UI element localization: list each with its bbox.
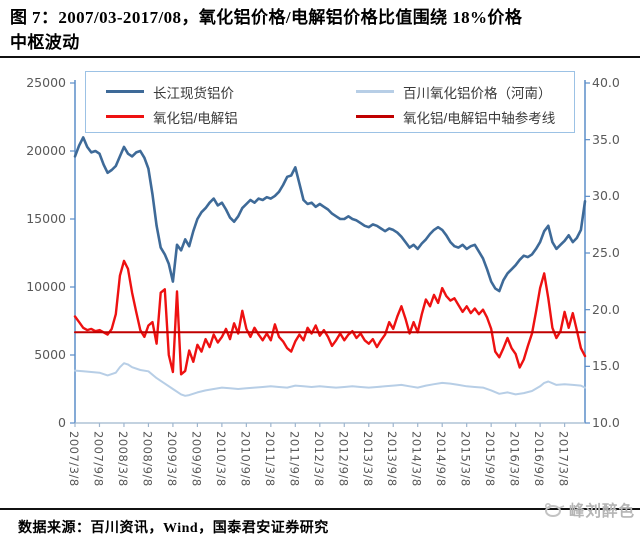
- series-0-line: [74, 362, 586, 397]
- y-right-tick-label: 10.0: [592, 415, 620, 430]
- y-left-tick-label: 0: [58, 415, 66, 430]
- y-left-tick-label: 25000: [26, 75, 66, 90]
- y-left-tick-label: 15000: [26, 211, 66, 226]
- data-source-text: 数据来源：百川资讯，Wind，国泰君安证券研究: [18, 521, 329, 536]
- legend-column-2: 百川氧化铝价格（河南） 氧化铝/电解铝中轴参考线: [356, 79, 574, 132]
- legend-swatch: [356, 115, 394, 118]
- chart-plot: [70, 80, 590, 427]
- legend-swatch: [106, 90, 144, 93]
- chart-legend: 长江现货铝价 氧化铝/电解铝 百川氧化铝价格（河南） 氧化铝/电解铝中轴参考线: [85, 71, 575, 133]
- x-axis-tick-label: 2013/9/8: [385, 431, 400, 487]
- x-axis-tick-label: 2007/9/8: [91, 431, 106, 487]
- y-right-tick-label: 40.0: [592, 75, 620, 90]
- legend-item: 长江现货铝价: [106, 79, 356, 104]
- x-axis-tick-label: 2016/9/8: [532, 431, 547, 487]
- x-axis-tick-label: 2016/3/8: [507, 431, 522, 487]
- x-axis-tick-label: 2009/9/8: [189, 431, 204, 487]
- legend-label: 氧化铝/电解铝中轴参考线: [403, 110, 556, 126]
- chart-area: 长江现货铝价 氧化铝/电解铝 百川氧化铝价格（河南） 氧化铝/电解铝中轴参考线 250…: [0, 58, 640, 508]
- series-2-line: [73, 259, 587, 376]
- legend-item: 百川氧化铝价格（河南）: [356, 79, 574, 104]
- x-axis-tick-label: 2010/9/8: [238, 431, 253, 487]
- x-axis-tick-label: 2007/3/8: [67, 431, 81, 487]
- footer: 数据来源：百川资讯，Wind，国泰君安证券研究: [0, 508, 640, 542]
- y-right-tick-label: 15.0: [592, 358, 620, 374]
- watermark-text: 峰刘醉色: [568, 503, 635, 520]
- x-axis-tick-label: 2014/9/8: [434, 431, 449, 487]
- legend-column-1: 长江现货铝价 氧化铝/电解铝: [106, 79, 356, 132]
- figure-title-line-1: 图 7：2007/03-2017/08，氧化铝价格/电解铝价格比值围绕 18%价…: [10, 8, 523, 27]
- legend-swatch: [356, 90, 394, 93]
- y-right-tick-label: 25.0: [592, 245, 620, 260]
- legend-item: 氧化铝/电解铝中轴参考线: [356, 104, 574, 129]
- legend-label: 百川氧化铝价格（河南）: [403, 85, 552, 101]
- watermark-bird-icon: [544, 502, 565, 517]
- x-axis-tick-label: 2017/3/8: [556, 431, 571, 487]
- y-left-tick-label: 20000: [26, 143, 66, 158]
- x-axis-tick-label: 2010/3/8: [213, 431, 228, 487]
- x-axis-tick-label: 2011/9/8: [287, 431, 302, 487]
- x-axis-tick-label: 2015/9/8: [483, 431, 498, 487]
- y-right-tick-label: 30.0: [592, 188, 620, 204]
- x-axis-tick-label: 2013/3/8: [360, 431, 375, 487]
- series-1-line: [73, 136, 587, 293]
- x-axis-tick-label: 2012/3/8: [311, 431, 326, 487]
- x-axis-tick-label: 2008/9/8: [140, 431, 155, 487]
- figure-title-line-2: 中枢波动: [10, 33, 80, 52]
- y-left-tick-label: 10000: [26, 279, 66, 294]
- x-axis-tick-label: 2014/3/8: [409, 431, 424, 487]
- legend-label: 氧化铝/电解铝: [153, 110, 238, 126]
- watermark: 峰刘醉色: [543, 499, 635, 521]
- legend-swatch: [106, 115, 144, 118]
- x-axis-tick-label: 2009/3/8: [164, 431, 179, 487]
- y-right-tick-label: 20.0: [592, 301, 620, 317]
- x-axis-tick-label: 2011/3/8: [262, 431, 277, 487]
- legend-label: 长江现货铝价: [153, 85, 234, 101]
- x-axis-tick-label: 2008/3/8: [115, 431, 130, 487]
- x-axis-tick-label: 2015/3/8: [458, 431, 473, 487]
- figure-title: 图 7：2007/03-2017/08，氧化铝价格/电解铝价格比值围绕 18%价…: [0, 0, 640, 58]
- y-right-tick-label: 35.0: [592, 131, 620, 147]
- legend-item: 氧化铝/电解铝: [106, 104, 356, 129]
- x-axis-tick-label: 2012/9/8: [336, 431, 351, 487]
- y-left-tick-label: 5000: [34, 347, 66, 362]
